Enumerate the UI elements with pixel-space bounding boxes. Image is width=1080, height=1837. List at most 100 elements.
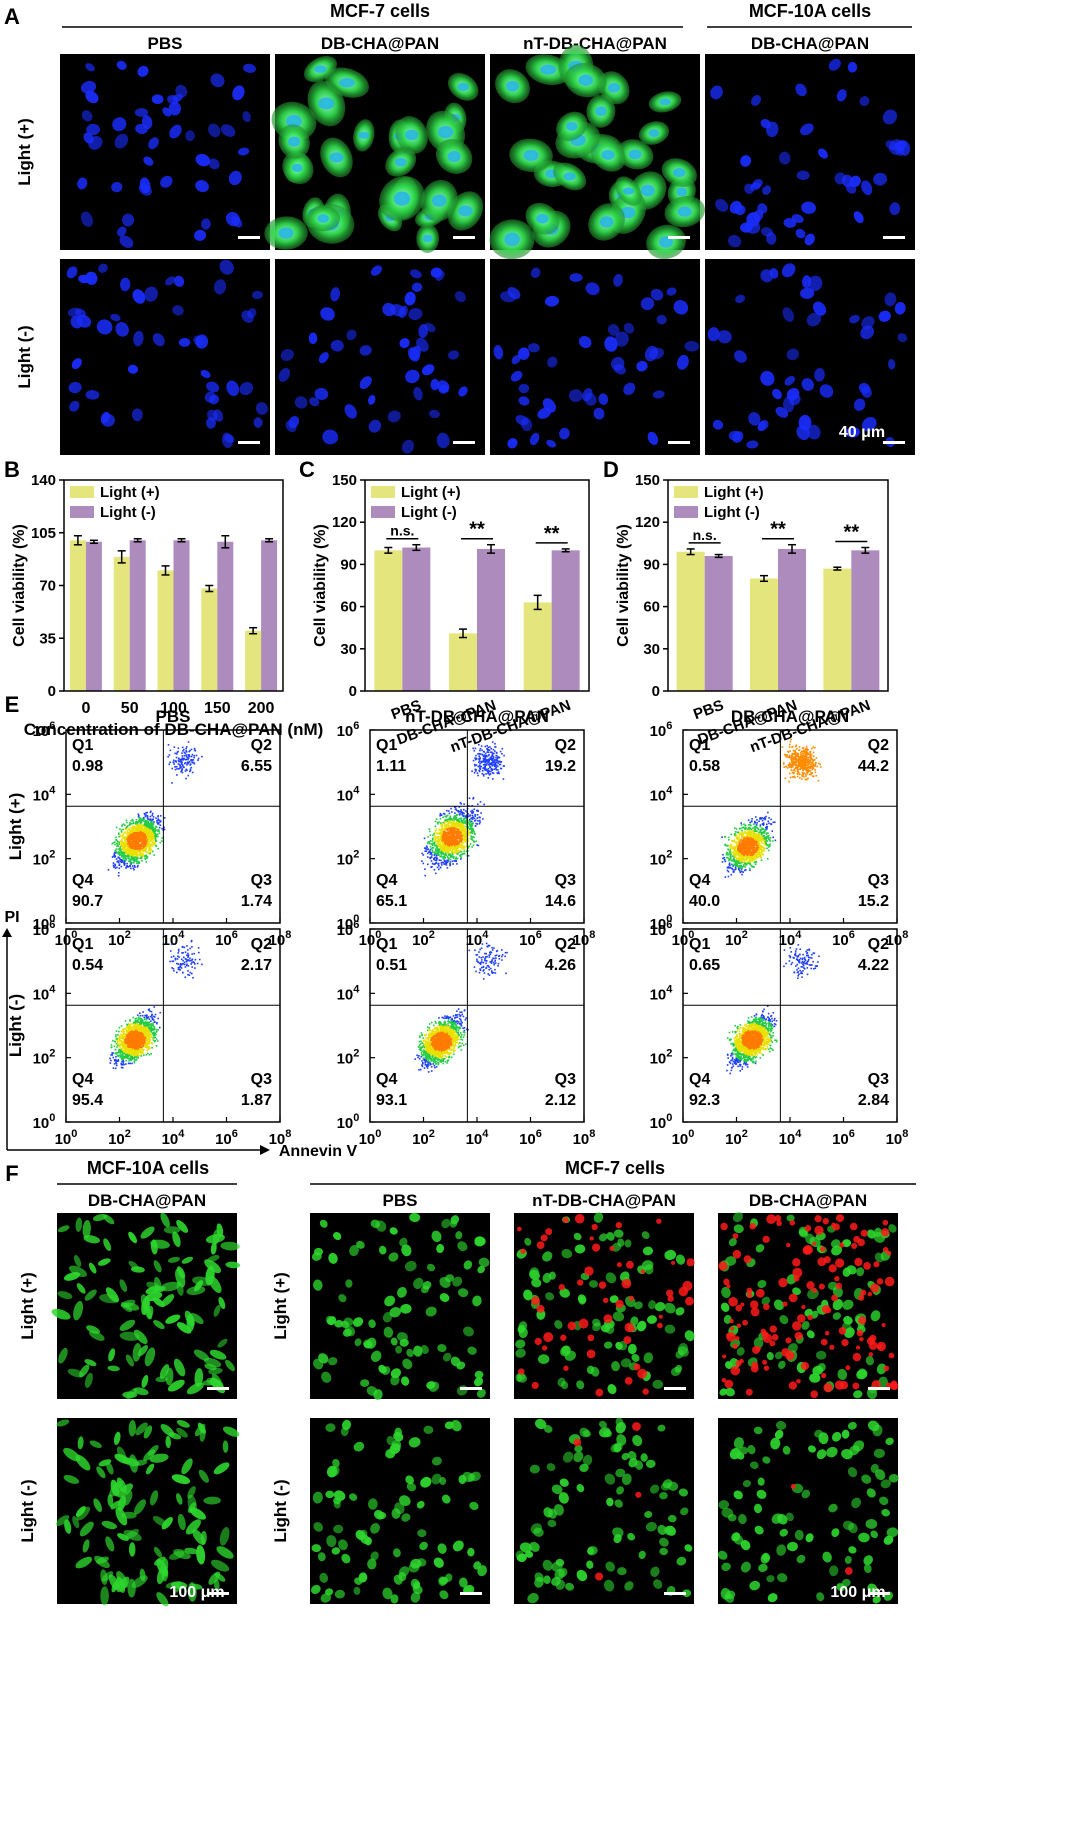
event-dot <box>147 851 150 854</box>
event-dot <box>440 852 442 854</box>
event-dot <box>153 829 156 832</box>
nucleus <box>193 335 203 345</box>
event-dot <box>155 835 158 838</box>
event-dot <box>446 845 449 848</box>
event-dot <box>453 860 456 862</box>
event-dot <box>445 821 447 823</box>
event-dot <box>144 857 146 859</box>
event-dot <box>457 810 460 812</box>
event-dot <box>760 856 762 858</box>
event-dot <box>153 843 156 846</box>
event-dot <box>456 823 459 826</box>
nucleus <box>436 432 450 449</box>
event-dot <box>154 833 157 835</box>
nucleus <box>447 350 460 360</box>
event-dot <box>146 823 148 826</box>
event-dot <box>438 844 440 846</box>
event-dot <box>440 841 443 843</box>
event-dot <box>426 842 429 845</box>
nucleus <box>288 136 301 147</box>
panel-e-row-label: Light (+) <box>6 793 25 861</box>
event-dot <box>443 860 446 863</box>
event-dot <box>458 850 460 853</box>
event-dot <box>457 821 459 823</box>
event-dot <box>141 824 144 826</box>
event-dot <box>463 818 465 821</box>
event-dot <box>436 849 439 851</box>
event-dot <box>201 755 203 758</box>
event-dot <box>445 820 447 822</box>
event-dot <box>433 841 436 844</box>
event-dot <box>759 825 762 828</box>
event-dot <box>437 841 440 844</box>
event-dot <box>136 850 139 853</box>
event-dot <box>116 845 118 847</box>
event-dot <box>725 853 728 856</box>
event-dot <box>434 829 437 832</box>
event-dot <box>460 831 462 834</box>
event-dot <box>130 847 133 849</box>
event-dot <box>488 749 491 751</box>
event-dot <box>463 820 466 823</box>
nucleus <box>100 411 110 424</box>
event-dot <box>476 809 479 812</box>
event-dot <box>461 841 463 844</box>
event-dot <box>135 826 138 829</box>
event-dot <box>147 844 149 847</box>
event-dot <box>136 825 138 827</box>
event-dot <box>128 864 131 867</box>
event-dot <box>125 841 128 843</box>
nucleus <box>648 347 665 360</box>
event-dot <box>446 809 448 812</box>
event-dot <box>456 843 458 846</box>
event-dot <box>128 831 131 833</box>
event-dot <box>483 760 485 762</box>
event-dot <box>175 761 178 763</box>
event-dot <box>142 853 144 856</box>
event-dot <box>444 849 447 852</box>
event-dot <box>746 858 749 860</box>
nucleus <box>740 155 752 167</box>
event-dot <box>749 863 751 866</box>
event-dot <box>132 825 135 828</box>
event-dot <box>115 826 118 829</box>
event-dot <box>112 862 115 864</box>
event-dot <box>127 833 130 835</box>
event-dot <box>758 831 760 834</box>
nucleus <box>595 106 607 116</box>
event-dot <box>455 832 458 834</box>
event-dot <box>175 753 178 755</box>
event-dot <box>151 820 153 822</box>
nucleus <box>784 375 795 386</box>
event-dot <box>484 768 486 771</box>
event-dot <box>160 840 163 842</box>
event-dot <box>487 748 489 751</box>
event-dot <box>460 840 463 842</box>
arrow-head <box>260 1145 270 1155</box>
event-dot <box>451 819 453 821</box>
event-dot <box>122 849 125 851</box>
event-dot <box>117 848 120 850</box>
event-dot <box>738 833 741 836</box>
event-dot <box>124 854 127 857</box>
event-dot <box>439 855 442 858</box>
event-dot <box>151 834 154 836</box>
bar <box>778 548 806 691</box>
event-dot <box>765 815 767 818</box>
event-dot <box>147 839 150 842</box>
event-dot <box>126 846 129 849</box>
event-dot <box>731 847 734 850</box>
event-dot <box>125 855 128 857</box>
nucleus <box>421 364 435 376</box>
event-dot <box>755 836 757 839</box>
event-dot <box>141 849 143 851</box>
event-dot <box>190 766 193 769</box>
event-dot <box>487 754 490 757</box>
nucleus <box>411 282 423 292</box>
event-dot <box>121 860 123 862</box>
event-dot <box>123 850 126 853</box>
event-dot <box>751 818 753 820</box>
nucleus <box>853 211 864 224</box>
event-dot <box>441 827 444 830</box>
event-dot <box>753 852 755 854</box>
